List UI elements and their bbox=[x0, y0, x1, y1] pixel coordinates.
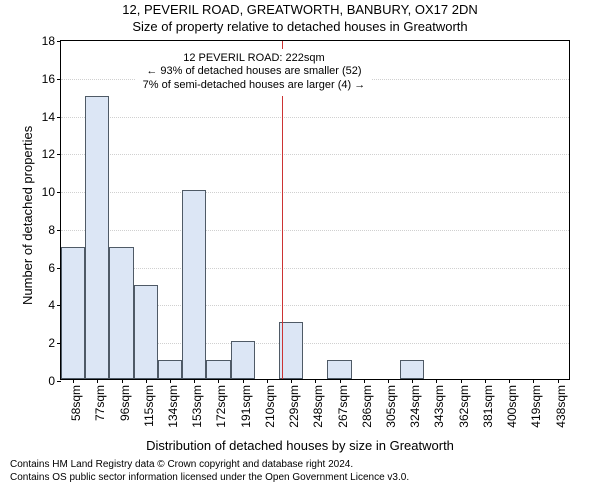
y-tick-label: 10 bbox=[42, 185, 55, 199]
y-tick-label: 6 bbox=[48, 261, 55, 275]
x-tick-label: 419sqm bbox=[529, 385, 543, 428]
page-title-1: 12, PEVERIL ROAD, GREATWORTH, BANBURY, O… bbox=[0, 2, 600, 17]
y-tick-label: 16 bbox=[42, 72, 55, 86]
y-tick-label: 8 bbox=[48, 223, 55, 237]
x-tick-label: 248sqm bbox=[311, 385, 325, 428]
histogram-bar bbox=[206, 360, 230, 379]
y-axis-label: Number of detached properties bbox=[20, 126, 35, 305]
histogram-bar bbox=[182, 190, 206, 379]
x-tick-label: 172sqm bbox=[214, 385, 228, 428]
y-tick-label: 18 bbox=[42, 34, 55, 48]
gridline bbox=[61, 117, 569, 118]
histogram-bar bbox=[327, 360, 351, 379]
annotation-line-3: 7% of semi-detached houses are larger (4… bbox=[143, 79, 366, 93]
x-tick-label: 267sqm bbox=[336, 385, 350, 428]
y-tick-label: 0 bbox=[48, 374, 55, 388]
x-tick-label: 210sqm bbox=[263, 385, 277, 428]
x-tick-label: 343sqm bbox=[432, 385, 446, 428]
gridline bbox=[61, 192, 569, 193]
histogram-bar bbox=[134, 285, 158, 379]
x-axis-label: Distribution of detached houses by size … bbox=[0, 438, 600, 453]
footer-line-1: Contains HM Land Registry data © Crown c… bbox=[10, 459, 590, 472]
histogram-chart: 02468101214161858sqm77sqm96sqm115sqm134s… bbox=[0, 40, 580, 380]
y-tick-label: 12 bbox=[42, 147, 55, 161]
x-tick-label: 96sqm bbox=[118, 385, 132, 421]
x-tick-label: 438sqm bbox=[554, 385, 568, 428]
x-tick-label: 229sqm bbox=[287, 385, 301, 428]
x-tick-label: 381sqm bbox=[481, 385, 495, 428]
gridline bbox=[61, 230, 569, 231]
histogram-bar bbox=[61, 247, 85, 379]
histogram-bar bbox=[85, 96, 109, 379]
annotation-box: 12 PEVERIL ROAD: 222sqm← 93% of detached… bbox=[136, 49, 373, 96]
gridline bbox=[61, 154, 569, 155]
y-tick-label: 4 bbox=[48, 298, 55, 312]
x-tick-label: 77sqm bbox=[93, 385, 107, 421]
histogram-bar bbox=[109, 247, 133, 379]
x-tick-label: 400sqm bbox=[505, 385, 519, 428]
x-tick-label: 286sqm bbox=[360, 385, 374, 428]
histogram-bar bbox=[400, 360, 424, 379]
annotation-line-2: ← 93% of detached houses are smaller (52… bbox=[143, 65, 366, 79]
page-title-2: Size of property relative to detached ho… bbox=[0, 19, 600, 34]
x-tick-label: 305sqm bbox=[384, 385, 398, 428]
gridline bbox=[61, 268, 569, 269]
x-tick-label: 134sqm bbox=[166, 385, 180, 428]
x-tick-label: 191sqm bbox=[239, 385, 253, 428]
x-tick-label: 58sqm bbox=[69, 385, 83, 421]
histogram-bar bbox=[231, 341, 255, 379]
x-tick-label: 324sqm bbox=[408, 385, 422, 428]
plot-area: 02468101214161858sqm77sqm96sqm115sqm134s… bbox=[60, 40, 570, 380]
annotation-line-1: 12 PEVERIL ROAD: 222sqm bbox=[143, 52, 366, 66]
x-tick-label: 153sqm bbox=[190, 385, 204, 428]
y-tick-label: 14 bbox=[42, 110, 55, 124]
histogram-bar bbox=[158, 360, 182, 379]
x-tick-label: 362sqm bbox=[457, 385, 471, 428]
x-tick-label: 115sqm bbox=[142, 385, 156, 427]
footer-line-2: Contains OS public sector information li… bbox=[10, 472, 590, 485]
y-tick-label: 2 bbox=[48, 336, 55, 350]
